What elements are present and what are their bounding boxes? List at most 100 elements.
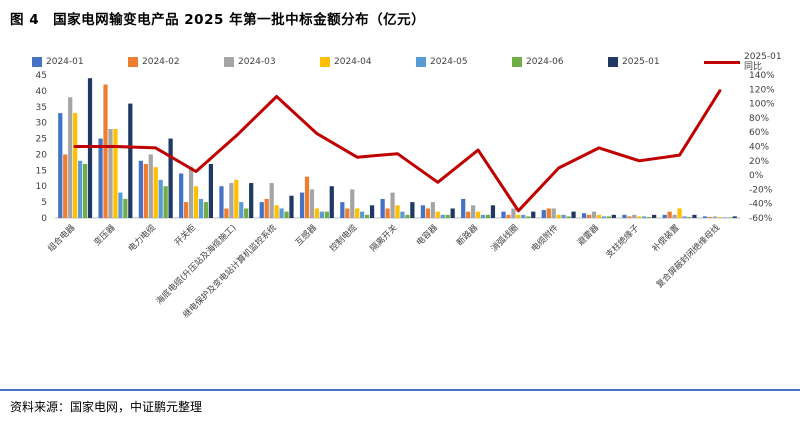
x-axis-category-label: 变压器	[92, 222, 118, 248]
left-axis-tick: 45	[36, 71, 47, 81]
bar-2025-01-断路器	[490, 205, 496, 218]
legend-swatch-2025-01	[608, 57, 618, 68]
bar-2024-04-组合电器	[73, 113, 78, 218]
x-axis-category-label: 支柱绝缘子	[604, 222, 642, 260]
bar-2024-05-电容器	[440, 214, 445, 218]
legend-label: 2024-06	[526, 57, 564, 68]
bar-2024-06-控制电缆	[365, 214, 370, 218]
bar-2024-02-互感器	[304, 176, 310, 218]
x-axis-category-label: 开关柜	[172, 222, 198, 248]
bar-2024-05-避雷器	[601, 216, 607, 218]
bar-2024-06-变压器	[123, 198, 128, 218]
bar-2024-02-消弧线圈	[506, 214, 511, 218]
legend-item-2025-01同比: 2025-01同比	[704, 52, 788, 73]
bar-2024-04-继电保护及变电站计算机监控系统	[274, 205, 279, 218]
left-axis-tick: 15	[36, 166, 47, 176]
legend-swatch-2024-06	[512, 57, 522, 68]
bar-2025-01-支柱绝缘子	[652, 214, 657, 218]
left-axis-tick: 30	[36, 119, 48, 129]
bar-2024-03-隔离开关	[390, 192, 395, 218]
bar-2024-04-消弧线圈	[516, 214, 521, 218]
legend-label: 2024-05	[430, 57, 468, 68]
bar-2024-06-消弧线圈	[526, 216, 531, 218]
x-axis-category-label: 消弧线圈	[489, 222, 521, 254]
bar-2024-04-互感器	[314, 208, 320, 218]
bar-2024-05-电力电缆	[158, 179, 163, 218]
bar-2025-01-组合电器	[87, 78, 93, 219]
bar-2024-06-海底电缆(升压站及海缆施工)	[244, 208, 249, 218]
bar-2024-06-避雷器	[606, 216, 611, 218]
bar-2024-06-电缆附件	[566, 216, 571, 218]
legend-swatch-2024-05	[416, 57, 426, 68]
bar-2025-01-继电保护及变电站计算机监控系统	[289, 195, 294, 218]
chart-legend: 2024-01 2024-02 2024-03 2024-04 2024-05 2024-…	[32, 52, 788, 73]
yoy-line-2025-01同比	[73, 89, 722, 213]
bar-2024-01-开关柜	[179, 173, 184, 218]
bar-2024-04-控制电缆	[355, 208, 360, 218]
bar-2024-02-隔离开关	[385, 208, 390, 218]
bar-2024-05-继电保护及变电站计算机监控系统	[279, 208, 284, 218]
bar-2024-04-海底电缆(升压站及海缆施工)	[234, 179, 239, 218]
bar-2024-05-组合电器	[77, 160, 83, 218]
bar-2024-02-支柱绝缘子	[627, 216, 632, 218]
left-axis-tick: 40	[36, 87, 48, 97]
bar-2024-03-避雷器	[591, 211, 597, 218]
bar-2024-01-断路器	[461, 198, 466, 218]
bar-2024-01-互感器	[299, 192, 305, 218]
legend-item-2024-04: 2024-04	[320, 57, 372, 68]
bar-2025-01-避雷器	[611, 214, 616, 218]
bar-2024-01-消弧线圈	[501, 211, 506, 218]
bar-2024-03-断路器	[471, 205, 476, 218]
legend-line-swatch-2025-01同比	[704, 60, 740, 64]
left-axis-tick: 0	[41, 214, 47, 224]
x-axis-category-label: 补偿装置	[650, 222, 682, 254]
bar-2024-02-避雷器	[586, 214, 592, 218]
bar-2024-03-互感器	[309, 189, 315, 218]
bar-2025-01-消弧线圈	[531, 211, 536, 218]
bar-2024-03-消弧线圈	[511, 208, 516, 218]
bar-2024-04-电力电缆	[153, 167, 158, 218]
legend-item-2024-05: 2024-05	[416, 57, 468, 68]
bar-2024-04-隔离开关	[395, 205, 400, 218]
bar-2024-06-复合屏蔽封闭绝缘母线	[727, 217, 732, 218]
bar-2024-02-补偿装置	[667, 211, 672, 218]
bar-2024-05-变压器	[118, 192, 123, 218]
bar-2024-02-电力电缆	[143, 163, 148, 218]
left-axis-tick: 35	[36, 103, 47, 113]
bar-2024-06-断路器	[485, 214, 491, 218]
bar-2024-03-电缆附件	[551, 208, 556, 218]
bar-2024-06-继电保护及变电站计算机监控系统	[284, 211, 289, 218]
bar-2024-01-电力电缆	[138, 160, 143, 218]
x-axis-category-label: 隔离开关	[368, 222, 400, 254]
bar-2024-03-开关柜	[188, 167, 194, 218]
bar-2025-01-补偿装置	[692, 214, 697, 218]
left-axis-tick: 10	[36, 182, 48, 192]
bar-2024-01-复合屏蔽封闭绝缘母线	[702, 216, 708, 218]
bar-2024-01-支柱绝缘子	[622, 214, 627, 218]
x-axis-category-label: 电容器	[414, 222, 440, 248]
bar-2024-03-海底电缆(升压站及海缆施工)	[229, 183, 234, 218]
bar-2024-03-支柱绝缘子	[632, 214, 637, 218]
bar-2024-02-组合电器	[63, 154, 68, 218]
legend-label: 2024-03	[238, 57, 276, 68]
right-axis-tick: 80%	[749, 114, 769, 124]
bar-2024-01-电容器	[420, 205, 426, 218]
bar-2024-03-补偿装置	[672, 214, 677, 218]
right-axis-tick: 40%	[749, 143, 769, 153]
legend-label: 2024-01	[46, 57, 84, 68]
right-axis-tick: -40%	[749, 200, 773, 210]
legend-item-2024-02: 2024-02	[128, 57, 180, 68]
bar-2024-06-电力电缆	[163, 186, 168, 218]
bar-2025-01-开关柜	[208, 163, 214, 218]
bar-2024-05-电缆附件	[561, 214, 566, 218]
legend-label: 2024-02	[142, 57, 180, 68]
bar-2024-05-支柱绝缘子	[642, 216, 647, 218]
bar-2024-02-继电保护及变电站计算机监控系统	[264, 198, 269, 218]
bar-2024-01-控制电缆	[340, 202, 345, 218]
x-axis-category-label: 电力电缆	[126, 222, 158, 254]
bar-2024-05-控制电缆	[360, 211, 365, 218]
bar-2024-01-补偿装置	[662, 214, 667, 218]
x-axis-category-label: 避雷器	[575, 222, 601, 248]
bar-2025-01-电容器	[450, 208, 455, 218]
